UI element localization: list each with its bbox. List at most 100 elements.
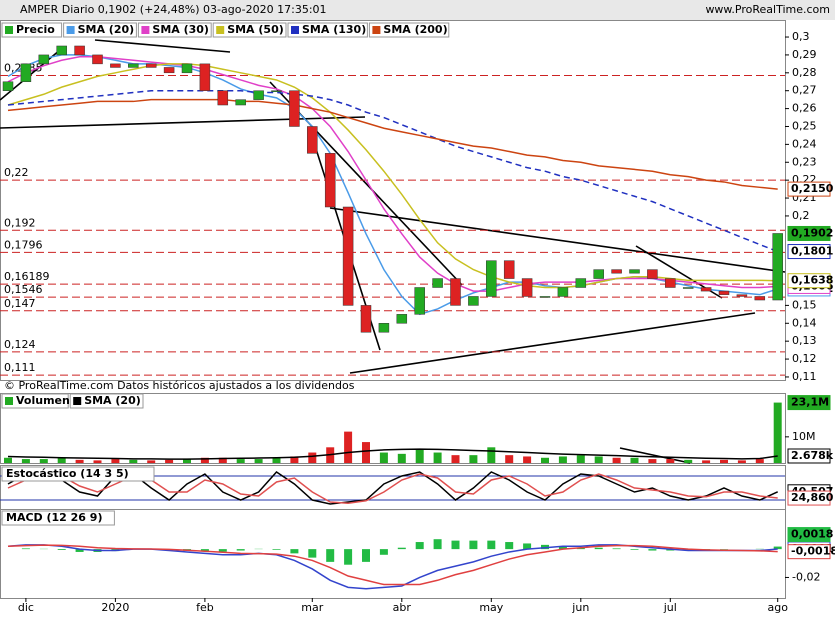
histogram-bar xyxy=(236,549,245,551)
legend-label: SMA (20) xyxy=(78,23,135,36)
y-tick-label: 0,23 xyxy=(792,155,817,168)
candle xyxy=(235,99,246,106)
panel-frames xyxy=(0,20,786,599)
plot-layer: 0,27850,220,1920,17960,161890,15460,1470… xyxy=(0,22,835,614)
x-tick-label: ago xyxy=(767,601,788,614)
y-tick-label: 0,11 xyxy=(792,370,817,383)
histogram-bar xyxy=(290,549,299,554)
value-box-label: 0,0018 xyxy=(791,528,833,541)
volume-bar xyxy=(451,455,460,463)
volume-bar xyxy=(344,431,353,463)
value-box xyxy=(787,244,831,260)
legend-box xyxy=(368,22,450,38)
volume-bar xyxy=(558,456,567,463)
y-tick-label: 0,12 xyxy=(792,352,817,365)
volume-bar xyxy=(379,452,388,463)
legend-swatch xyxy=(73,397,82,405)
candle xyxy=(665,278,676,288)
legend-box xyxy=(137,22,212,38)
volume-bar xyxy=(218,457,227,463)
volume-bar xyxy=(4,457,12,463)
level-label: 0,192 xyxy=(4,216,36,229)
value-box xyxy=(787,273,831,289)
x-tick-label: jul xyxy=(663,601,677,614)
candle xyxy=(718,290,730,295)
candle xyxy=(611,269,622,274)
y-tick-label: 10M xyxy=(792,430,816,443)
legend-box xyxy=(69,393,144,409)
legend-label: SMA (200) xyxy=(383,23,447,36)
histogram-bar xyxy=(648,549,657,551)
volume-bar xyxy=(308,452,317,463)
level-label: 0,147 xyxy=(4,297,36,310)
histogram-bar xyxy=(272,549,281,550)
candle xyxy=(629,269,640,274)
candle xyxy=(92,54,103,65)
histogram-bar xyxy=(558,546,567,550)
volume-bar xyxy=(75,459,84,463)
value-box-label: -0,0018 xyxy=(791,545,835,558)
legend-label: SMA (30) xyxy=(152,23,209,36)
y-tick-label: 0,28 xyxy=(792,66,817,79)
histogram-bar xyxy=(344,549,353,565)
histogram-bar xyxy=(308,549,317,558)
legend-label: SMA (50) xyxy=(227,23,284,36)
candle xyxy=(503,260,515,279)
candle xyxy=(647,269,658,279)
candle xyxy=(289,90,300,127)
chart-title: AMPER Diario 0,1902 (+24,48%) 03-ago-202… xyxy=(20,3,327,16)
histogram-bar xyxy=(75,549,84,552)
volume-sma xyxy=(7,448,778,460)
x-tick-label: feb xyxy=(196,601,214,614)
histogram-bar xyxy=(379,549,388,555)
volume-bar xyxy=(236,459,245,463)
candle xyxy=(557,287,569,297)
volume-bar xyxy=(684,459,693,463)
histogram-bar xyxy=(469,540,478,550)
volume-bar xyxy=(702,460,711,463)
legend-box xyxy=(63,22,137,38)
value-box xyxy=(787,395,831,411)
volume-bar xyxy=(737,460,746,463)
y-tick-label: 0,13 xyxy=(792,334,817,347)
y-tick-label: 0,15 xyxy=(792,298,817,311)
histogram-bar xyxy=(523,543,532,550)
histogram-bar xyxy=(21,548,30,550)
legend-swatch xyxy=(5,26,13,34)
candle xyxy=(181,63,193,74)
volume-bar xyxy=(200,457,209,463)
candle xyxy=(271,90,282,92)
y-tick-label: 0,2 xyxy=(792,209,810,222)
histogram-bar xyxy=(451,540,460,550)
candle xyxy=(163,67,175,74)
level-label: 0,22 xyxy=(4,166,29,179)
candle xyxy=(145,63,157,68)
candle xyxy=(593,269,604,279)
level-label: 0,1796 xyxy=(4,238,43,251)
legend-label: Volumen xyxy=(16,394,70,407)
volume-bar xyxy=(362,442,370,463)
candle xyxy=(128,63,139,68)
value-box xyxy=(787,544,831,560)
note: © ProRealTime.com Datos históricos ajust… xyxy=(4,379,355,392)
value-box-label: 0,1801 xyxy=(791,245,833,258)
legend-swatch xyxy=(216,26,225,34)
volume-bar xyxy=(111,459,120,463)
candle xyxy=(539,296,551,298)
candle xyxy=(414,287,425,315)
y-tick-label: 0,14 xyxy=(792,316,817,329)
histogram-bar xyxy=(326,549,335,562)
candle xyxy=(324,153,336,208)
histogram-bar xyxy=(773,546,782,550)
candle xyxy=(253,90,264,100)
volume-bar xyxy=(594,456,603,463)
y-tick-label: 0,24 xyxy=(792,137,817,150)
candle xyxy=(736,294,748,297)
x-tick-label: 2020 xyxy=(101,601,129,614)
volume-bar xyxy=(487,447,496,463)
histogram-bar xyxy=(218,549,227,552)
legend-box xyxy=(1,510,115,526)
candle xyxy=(682,287,694,289)
volume-bar xyxy=(612,457,621,463)
volume-bar xyxy=(666,459,675,463)
